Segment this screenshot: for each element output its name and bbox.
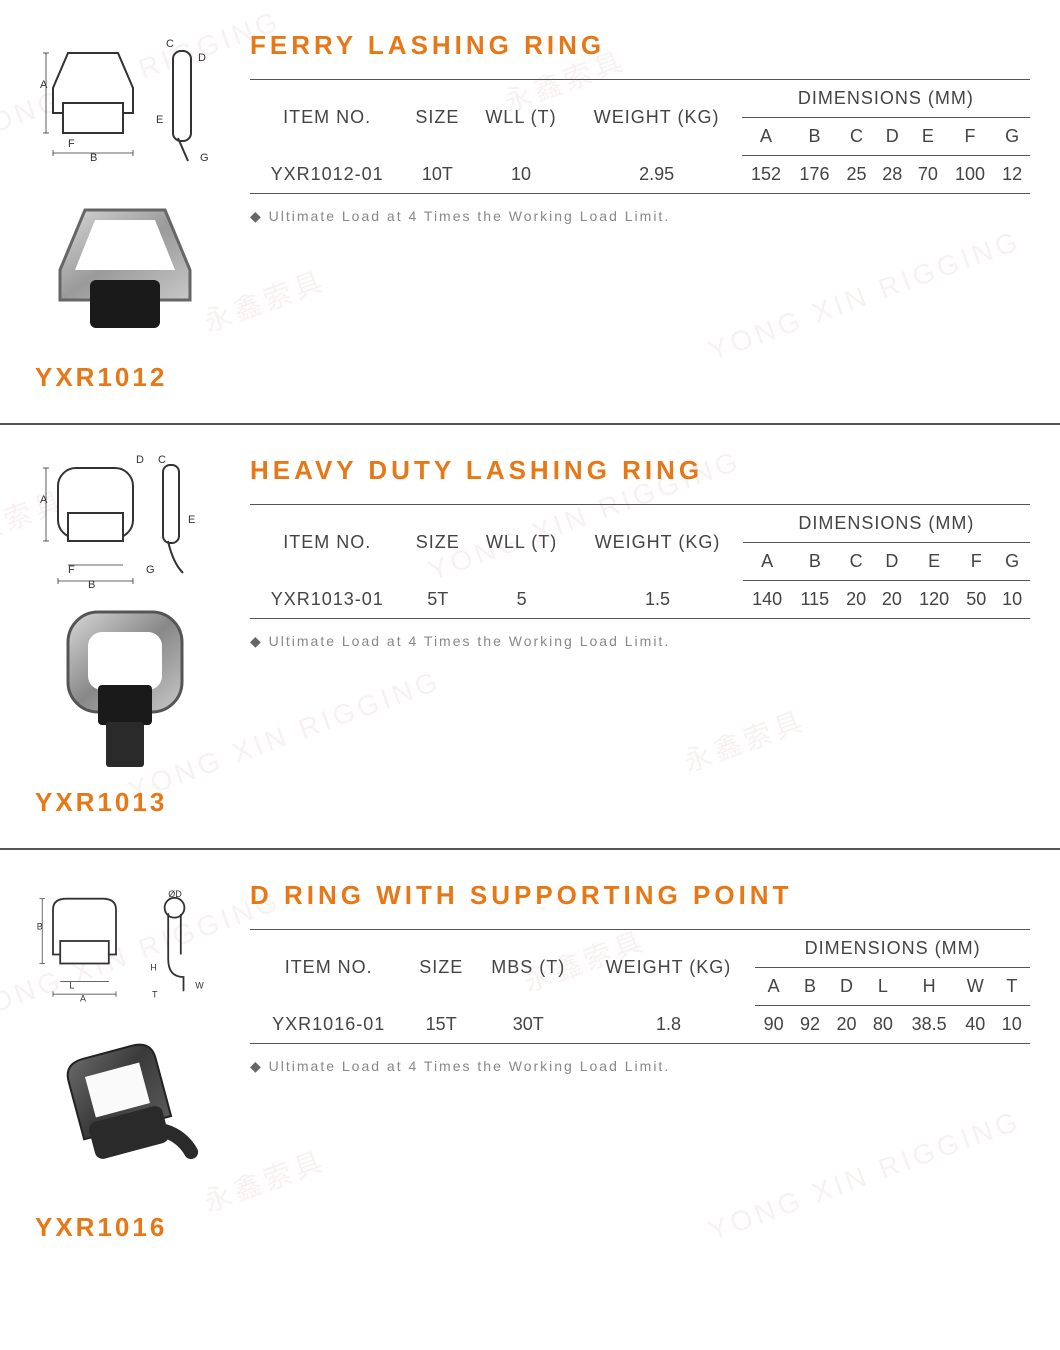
product-right-col: HEAVY DUTY LASHING RING ITEM NO. SIZE WL… [230,455,1030,818]
product-section-yxr1013: A B F D C E G [0,425,1060,850]
col-dimensions: DIMENSIONS (MM) [743,505,1030,543]
spec-table: ITEM NO. SIZE WLL (T) WEIGHT (KG) DIMENS… [250,79,1030,194]
col-item: ITEM NO. [250,80,404,156]
product-photo [40,1030,210,1200]
table-row: YXR1013-01 5T 5 1.5 140 115 20 20 120 50… [250,581,1030,619]
svg-text:A: A [40,79,48,91]
svg-text:F: F [68,564,75,576]
part-label: YXR1012 [20,362,167,393]
svg-text:C: C [166,38,174,50]
footnote: Ultimate Load at 4 Times the Working Loa… [250,1058,1030,1075]
col-weight: WEIGHT (KG) [572,80,742,156]
dim-b: B [790,118,838,156]
footnote: Ultimate Load at 4 Times the Working Loa… [250,208,1030,225]
svg-text:C: C [158,454,166,466]
svg-text:H: H [150,963,157,973]
svg-text:D: D [198,52,206,64]
part-label: YXR1016 [20,1212,167,1243]
table-row: YXR1012-01 10T 10 2.95 152 176 25 28 70 … [250,156,1030,194]
technical-diagram: B A L ØD H T W [35,880,215,1020]
col-wll: WLL (T) [471,505,572,581]
col-item: ITEM NO. [250,505,405,581]
col-mbs: MBS (T) [475,930,582,1006]
col-size: SIZE [404,80,470,156]
footnote: Ultimate Load at 4 Times the Working Loa… [250,633,1030,650]
col-size: SIZE [407,930,475,1006]
product-left-col: B A L ØD H T W [20,880,230,1243]
svg-text:D: D [136,454,144,466]
spec-table: ITEM NO. SIZE MBS (T) WEIGHT (KG) DIMENS… [250,929,1030,1044]
svg-text:G: G [146,564,155,576]
table-row: YXR1016-01 15T 30T 1.8 90 92 20 80 38.5 … [250,1006,1030,1044]
section-title: D RING WITH SUPPORTING POINT [250,880,1030,911]
svg-text:E: E [156,114,163,126]
dim-c: C [839,118,875,156]
col-wll: WLL (T) [470,80,571,156]
svg-text:T: T [152,990,158,1000]
col-dimensions: DIMENSIONS (MM) [742,80,1030,118]
svg-text:L: L [69,981,74,991]
svg-text:W: W [195,981,204,991]
dim-e: E [910,118,946,156]
section-title: FERRY LASHING RING [250,30,1030,61]
product-right-col: FERRY LASHING RING ITEM NO. SIZE WLL (T)… [230,30,1030,393]
product-left-col: A B F D C E G [20,455,230,818]
col-weight: WEIGHT (KG) [572,505,743,581]
product-section-yxr1012: A B F C D E G [0,0,1060,425]
section-title: HEAVY DUTY LASHING RING [250,455,1030,486]
col-weight: WEIGHT (KG) [582,930,756,1006]
svg-text:E: E [188,514,195,526]
svg-text:G: G [200,152,209,164]
col-size: SIZE [405,505,471,581]
col-item: ITEM NO. [250,930,407,1006]
svg-text:A: A [40,494,48,506]
product-right-col: D RING WITH SUPPORTING POINT ITEM NO. SI… [230,880,1030,1243]
spec-table: ITEM NO. SIZE WLL (T) WEIGHT (KG) DIMENS… [250,504,1030,619]
product-left-col: A B F C D E G [20,30,230,393]
product-section-yxr1016: B A L ØD H T W [0,850,1060,1273]
part-label: YXR1013 [20,787,167,818]
product-photo [40,605,210,775]
technical-diagram: A B F C D E G [35,30,215,170]
dim-g: G [994,118,1030,156]
page-content: A B F C D E G [0,0,1060,1273]
product-photo [40,180,210,350]
dim-f: F [946,118,994,156]
dim-d: D [874,118,910,156]
svg-text:A: A [80,993,86,1003]
technical-diagram: A B F D C E G [35,455,215,595]
dim-a: A [742,118,790,156]
svg-text:ØD: ØD [168,889,182,899]
svg-text:F: F [68,138,75,150]
svg-text:B: B [90,152,97,164]
col-dimensions: DIMENSIONS (MM) [755,930,1030,968]
